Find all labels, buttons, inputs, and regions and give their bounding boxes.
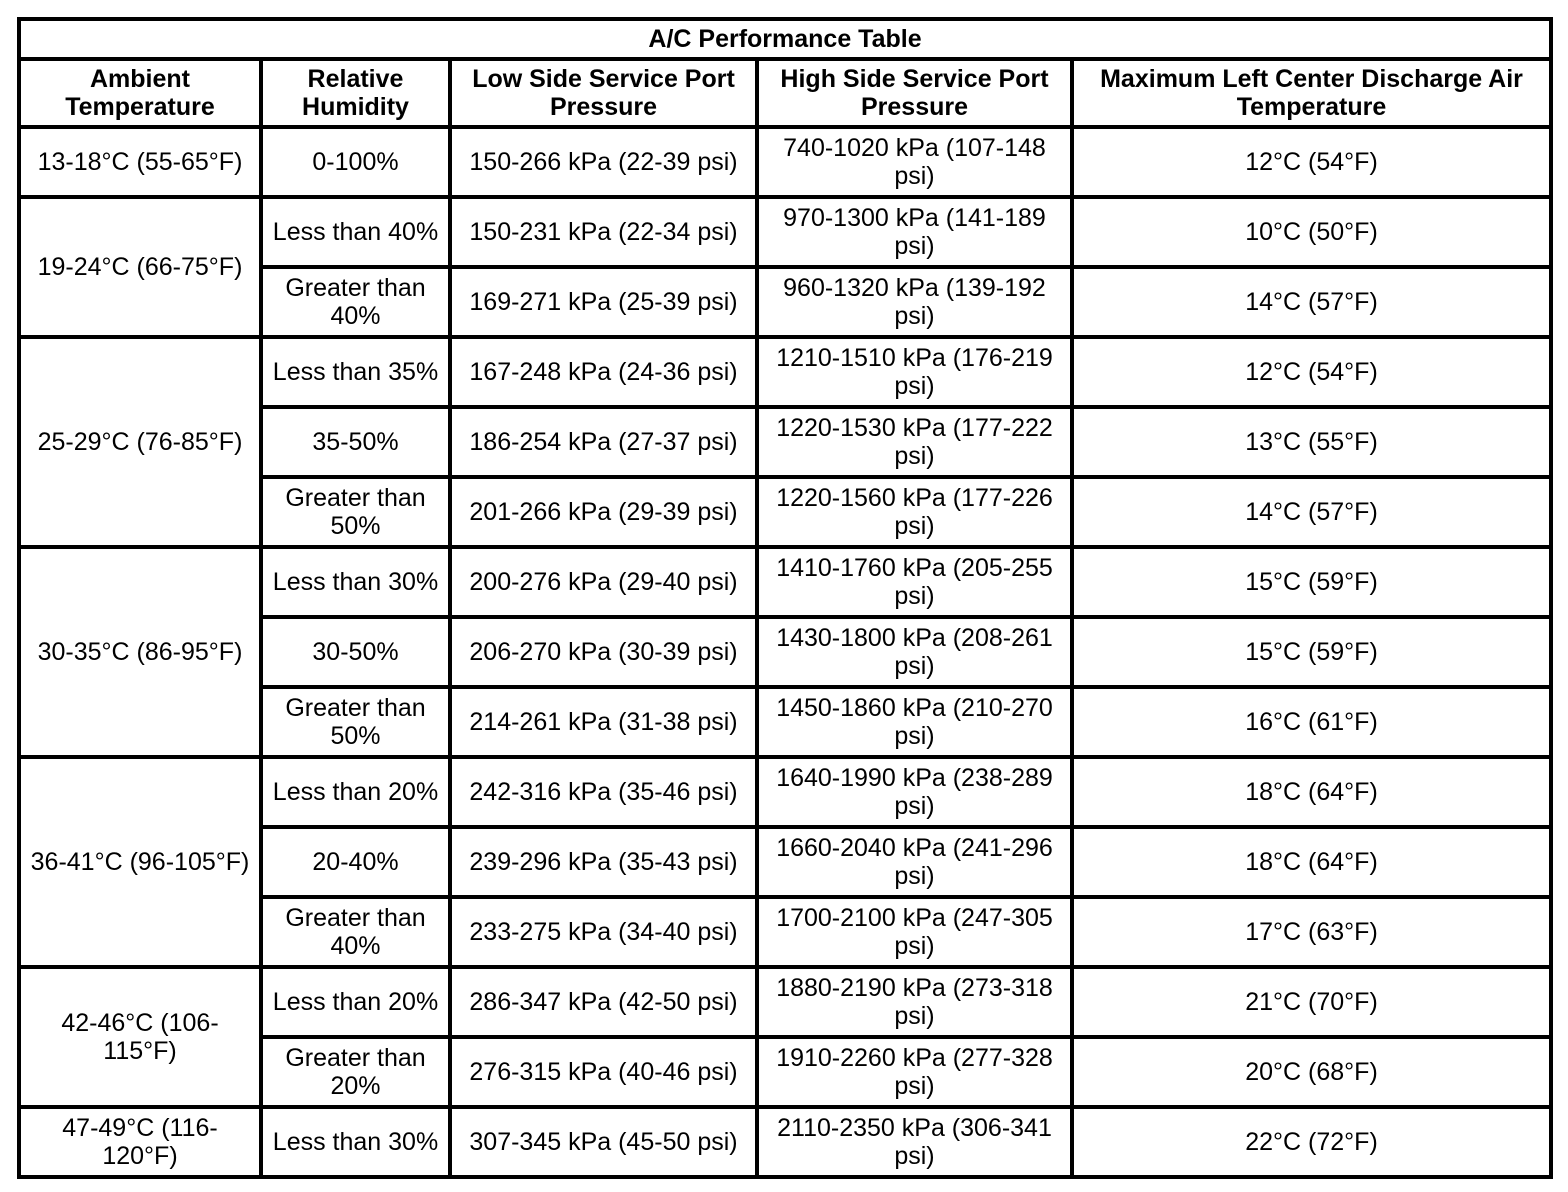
low-side-pressure-cell: 233-275 kPa (34-40 psi) [448,895,759,969]
relative-humidity-cell: Greater than 40% [259,265,452,339]
high-side-pressure-cell: 1660-2040 kPa (241-296 psi) [755,825,1074,899]
relative-humidity-cell: Less than 40% [259,195,452,269]
relative-humidity-cell: Less than 30% [259,1105,452,1179]
discharge-temperature-cell: 15°C (59°F) [1069,545,1554,619]
high-side-pressure-cell: 1210-1510 kPa (176-219 psi) [755,335,1074,409]
table-row: 19-24°C (66-75°F) Less than 40% 150-231 kP… [17,195,1554,339]
table-row: 35-50% 186-254 kPa (27-37 psi) 1220-1530 k… [19,405,1554,479]
table-header-row: Ambient Temperature Relative Humidity Lo… [17,57,1554,129]
low-side-pressure-cell: 167-248 kPa (24-36 psi) [448,335,759,409]
ambient-temperature-cell: 13-18°C (55-65°F) [17,125,263,199]
table-row: 30-35°C (86-95°F) Less than 30% 200-276 kP… [17,545,1554,759]
table-row: 13-18°C (55-65°F) 0-100% 150-266 kPa (22-3… [17,125,1554,199]
discharge-temperature-cell: 14°C (57°F) [1069,265,1554,339]
table-title: A/C Performance Table [16,17,1554,61]
low-side-pressure-cell: 206-270 kPa (30-39 psi) [448,615,759,689]
relative-humidity-cell: Less than 20% [259,965,452,1039]
low-side-pressure-cell: 307-345 kPa (45-50 psi) [448,1105,759,1179]
col-header-high-side-pressure: High Side Service Port Pressure [755,57,1074,129]
discharge-temperature-cell: 12°C (54°F) [1069,125,1554,199]
low-side-pressure-cell: 169-271 kPa (25-39 psi) [448,265,759,339]
low-side-pressure-cell: 286-347 kPa (42-50 psi) [448,965,759,1039]
relative-humidity-cell: 20-40% [259,825,452,899]
table-row: 20-40% 239-296 kPa (35-43 psi) 1660-2040 k… [19,825,1554,899]
ambient-temperature-cell: 42-46°C (106-115°F) [17,965,263,1109]
high-side-pressure-cell: 960-1320 kPa (139-192 psi) [755,265,1074,339]
table-row: 42-46°C (106-115°F) Less than 20% 286-347 … [17,965,1554,1109]
col-header-ambient-temperature: Ambient Temperature [17,57,263,129]
relative-humidity-cell: Less than 35% [259,335,452,409]
table-row: Greater than 50% 201-266 kPa (29-39 psi) 1… [19,475,1554,549]
table-row: 30-50% 206-270 kPa (30-39 psi) 1430-1800 k… [19,615,1554,689]
table-body: 13-18°C (55-65°F) 0-100% 150-266 kPa (22-3… [17,125,1554,1179]
relative-humidity-cell: Less than 20% [259,755,452,829]
discharge-temperature-cell: 12°C (54°F) [1069,335,1554,409]
col-header-max-discharge-temperature: Maximum Left Center Discharge Air Temper… [1069,57,1554,129]
low-side-pressure-cell: 150-231 kPa (22-34 psi) [448,195,759,269]
relative-humidity-cell: 35-50% [259,405,452,479]
relative-humidity-cell: Greater than 50% [259,475,452,549]
discharge-temperature-cell: 18°C (64°F) [1069,825,1554,899]
discharge-temperature-cell: 22°C (72°F) [1069,1105,1554,1179]
table-row: Greater than 40% 233-275 kPa (34-40 psi) 1… [19,895,1554,969]
col-header-low-side-pressure: Low Side Service Port Pressure [448,57,759,129]
discharge-temperature-cell: 21°C (70°F) [1069,965,1554,1039]
low-side-pressure-cell: 150-266 kPa (22-39 psi) [448,125,759,199]
high-side-pressure-cell: 1880-2190 kPa (273-318 psi) [755,965,1074,1039]
high-side-pressure-cell: 970-1300 kPa (141-189 psi) [755,195,1074,269]
discharge-temperature-cell: 13°C (55°F) [1069,405,1554,479]
discharge-temperature-cell: 17°C (63°F) [1069,895,1554,969]
table-row: 36-41°C (96-105°F) Less than 20% 242-316 k… [17,755,1554,969]
low-side-pressure-cell: 200-276 kPa (29-40 psi) [448,545,759,619]
high-side-pressure-cell: 2110-2350 kPa (306-341 psi) [755,1105,1074,1179]
ambient-temperature-cell: 36-41°C (96-105°F) [17,755,263,969]
high-side-pressure-cell: 1410-1760 kPa (205-255 psi) [755,545,1074,619]
high-side-pressure-cell: 1450-1860 kPa (210-270 psi) [755,685,1074,759]
ambient-temperature-cell: 25-29°C (76-85°F) [17,335,263,549]
discharge-temperature-cell: 10°C (50°F) [1069,195,1554,269]
low-side-pressure-cell: 239-296 kPa (35-43 psi) [448,825,759,899]
ambient-temperature-cell: 47-49°C (116-120°F) [17,1105,263,1179]
low-side-pressure-cell: 186-254 kPa (27-37 psi) [448,405,759,479]
low-side-pressure-cell: 242-316 kPa (35-46 psi) [448,755,759,829]
relative-humidity-cell: Less than 30% [259,545,452,619]
relative-humidity-cell: Greater than 50% [259,685,452,759]
ac-performance-table: A/C Performance Table Ambient Temperatur… [16,17,1554,1179]
high-side-pressure-cell: 1220-1530 kPa (177-222 psi) [755,405,1074,479]
high-side-pressure-cell: 1220-1560 kPa (177-226 psi) [755,475,1074,549]
discharge-temperature-cell: 16°C (61°F) [1069,685,1554,759]
table-row: Greater than 20% 276-315 kPa (40-46 psi) 1… [19,1035,1554,1109]
table-row: Greater than 50% 214-261 kPa (31-38 psi) 1… [19,685,1554,759]
col-header-relative-humidity: Relative Humidity [259,57,452,129]
high-side-pressure-cell: 1700-2100 kPa (247-305 psi) [755,895,1074,969]
ambient-temperature-cell: 30-35°C (86-95°F) [17,545,263,759]
high-side-pressure-cell: 1430-1800 kPa (208-261 psi) [755,615,1074,689]
relative-humidity-cell: Greater than 40% [259,895,452,969]
discharge-temperature-cell: 20°C (68°F) [1069,1035,1554,1109]
low-side-pressure-cell: 214-261 kPa (31-38 psi) [448,685,759,759]
relative-humidity-cell: 0-100% [259,125,452,199]
high-side-pressure-cell: 1910-2260 kPa (277-328 psi) [755,1035,1074,1109]
table-title-row: A/C Performance Table [16,17,1554,61]
discharge-temperature-cell: 15°C (59°F) [1069,615,1554,689]
relative-humidity-cell: Greater than 20% [259,1035,452,1109]
low-side-pressure-cell: 201-266 kPa (29-39 psi) [448,475,759,549]
high-side-pressure-cell: 740-1020 kPa (107-148 psi) [755,125,1074,199]
discharge-temperature-cell: 14°C (57°F) [1069,475,1554,549]
ambient-temperature-cell: 19-24°C (66-75°F) [17,195,263,339]
high-side-pressure-cell: 1640-1990 kPa (238-289 psi) [755,755,1074,829]
relative-humidity-cell: 30-50% [259,615,452,689]
table-row: 25-29°C (76-85°F) Less than 35% 167-248 kP… [17,335,1554,549]
low-side-pressure-cell: 276-315 kPa (40-46 psi) [448,1035,759,1109]
table-row: Greater than 40% 169-271 kPa (25-39 psi) 9… [19,265,1554,339]
table-row: 47-49°C (116-120°F) Less than 30% 307-345 … [17,1105,1554,1179]
discharge-temperature-cell: 18°C (64°F) [1069,755,1554,829]
